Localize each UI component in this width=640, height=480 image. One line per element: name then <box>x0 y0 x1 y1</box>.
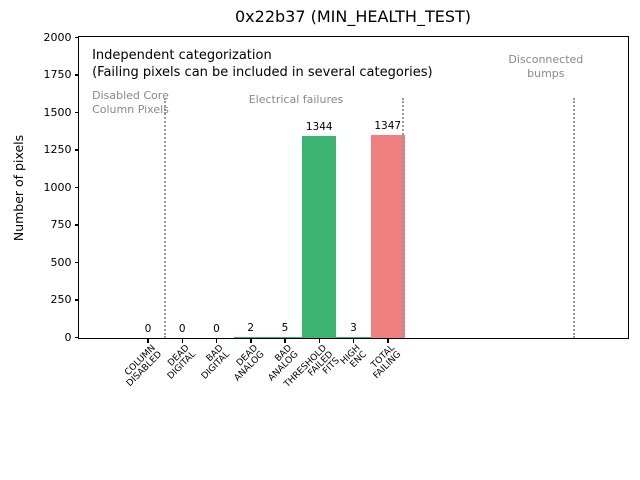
x-tick-mark <box>318 339 320 343</box>
bar-value-label: 1344 <box>305 120 333 133</box>
y-tick-mark <box>75 111 79 114</box>
x-tick-mark <box>215 339 218 343</box>
y-tick-mark <box>75 36 79 39</box>
bar-value-label: 0 <box>144 322 152 335</box>
x-tick-label-text: COLUMN DISABLED <box>122 343 164 389</box>
x-tick-mark <box>250 339 252 343</box>
y-tick-label: 1250 <box>43 143 72 156</box>
region-divider-line <box>402 97 405 338</box>
y-tick-mark <box>75 149 79 151</box>
y-tick-mark <box>75 186 79 189</box>
bar-total-failing <box>370 135 405 338</box>
x-tick-mark <box>147 339 149 343</box>
y-tick-mark <box>75 336 79 339</box>
chart-title: 0x22b37 (MIN_HEALTH_TEST) <box>235 7 471 26</box>
y-tick-label: 1500 <box>43 105 72 119</box>
y-tick-mark <box>75 299 79 301</box>
x-tick-label-text: DEAD ANALOG <box>232 343 267 384</box>
y-tick-mark <box>75 261 79 264</box>
y-tick-label: 750 <box>50 218 72 231</box>
independent-categorization-note: Independent categorization (Failing pixe… <box>92 47 433 80</box>
x-tick-label-text: HIGH ENC <box>339 343 370 370</box>
x-tick-label-text: DEAD DIGITAL <box>166 343 198 382</box>
x-tick-mark <box>387 339 389 343</box>
x-tick-mark <box>284 339 286 343</box>
y-tick-label: 500 <box>50 255 72 269</box>
bar-value-label: 1347 <box>374 120 402 133</box>
bar-value-label: 0 <box>213 322 220 335</box>
electrical-failures-region-label: Electrical failures <box>248 93 344 106</box>
y-tick-label: 1750 <box>43 68 72 81</box>
plot-area: 0 0 0 2 5 1344 3 1347 Independent categorization… <box>80 38 628 338</box>
disconnected-bumps-region-label: Disconnected bumps <box>508 53 584 81</box>
y-tick-mark <box>75 224 79 226</box>
bar-value-label: 2 <box>247 322 255 335</box>
x-tick-mark <box>181 339 183 343</box>
bar-value-label: 5 <box>281 321 289 334</box>
region-divider-line <box>572 97 575 338</box>
y-tick-label: 1000 <box>43 180 72 194</box>
x-tick-mark <box>352 339 355 343</box>
y-tick-label: 250 <box>50 293 72 306</box>
bar-value-label: 0 <box>178 322 186 335</box>
y-tick-label: 2000 <box>43 30 72 44</box>
x-tick-label-text: TOTAL FAILING <box>369 343 404 382</box>
bar-bad-analog <box>267 336 303 338</box>
y-tick-mark <box>75 74 79 76</box>
y-tick-label: 0 <box>64 330 72 344</box>
x-tick-label-text: BAD DIGITAL <box>200 343 233 382</box>
disabled-core-region-label: Disabled Core Column Pixels <box>92 88 169 116</box>
bar-value-label: 3 <box>350 322 357 335</box>
bar-threshold-failed-fits <box>302 135 337 338</box>
region-divider-line <box>163 97 166 338</box>
